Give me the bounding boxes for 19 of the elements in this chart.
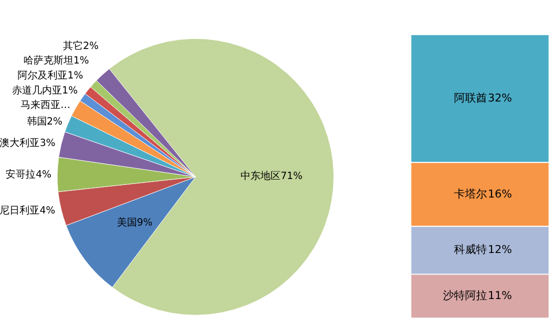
series-label: 科威特 (454, 243, 487, 256)
data-label: 32% (488, 92, 512, 104)
series-label: 沙特阿拉 (442, 289, 487, 302)
slice-label: 阿尔及利亚1% (18, 70, 84, 82)
slice-label: 赤道几内亚1% (12, 84, 78, 96)
slice-label: 中东地区71% (240, 170, 303, 182)
slice-label: 澳大利亚3% (0, 136, 56, 149)
data-label: 16% (488, 187, 512, 200)
data-label: 12% (488, 243, 512, 256)
slice-label: 韩国2% (26, 115, 62, 128)
series-label: 卡塔尔 (454, 187, 487, 200)
slice-label: 哈萨克斯坦1% (23, 54, 90, 67)
slice-label: 马来西亚… (20, 99, 70, 112)
slice-label: 其它2% (63, 40, 99, 52)
data-label: 11% (488, 289, 512, 302)
series-label: 阿联酋 (454, 92, 487, 104)
slice-label: 安哥拉4% (6, 168, 52, 180)
slice-label: 美国9% (116, 216, 152, 228)
slice-label: 尼日利亚4% (0, 204, 56, 216)
